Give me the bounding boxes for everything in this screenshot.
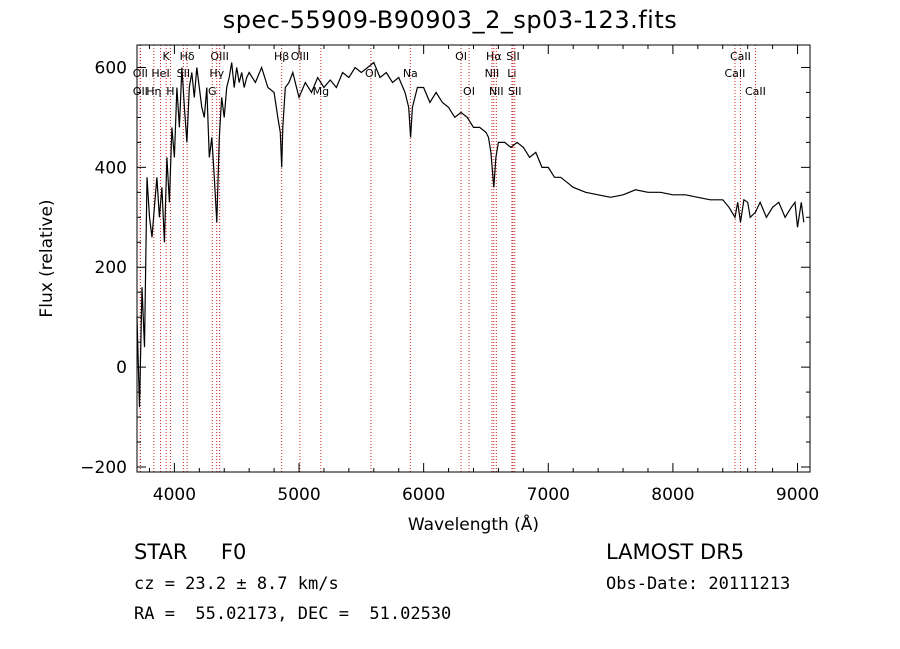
line-label: Li	[507, 67, 516, 80]
plot-frame	[136, 44, 811, 473]
line-label: SII	[508, 85, 521, 98]
y-tick-label: 600	[95, 58, 127, 78]
line-label: HeI	[151, 67, 169, 80]
line-label: K	[163, 50, 171, 63]
line-label: Hγ	[209, 67, 224, 80]
line-label: NII	[489, 85, 504, 98]
line-label: Mg	[313, 85, 329, 98]
line-label: Hη	[146, 85, 161, 98]
x-tick-label: 6000	[402, 485, 445, 505]
redshift-readout: cz = 23.2 ± 8.7 km/s	[134, 574, 339, 594]
line-label: SII	[177, 67, 190, 80]
object-class: STAR F0	[134, 540, 247, 564]
y-tick-label: 400	[95, 158, 127, 178]
line-label: OIII	[210, 50, 228, 63]
line-label: OI	[455, 50, 467, 63]
y-tick-label: −200	[80, 458, 127, 478]
obs-date: Obs-Date: 20111213	[606, 574, 791, 594]
line-label: OI	[463, 85, 475, 98]
y-axis-label: Flux (relative)	[37, 199, 57, 317]
line-label: NII	[485, 67, 500, 80]
coordinates: RA = 55.02173, DEC = 51.02530	[134, 604, 452, 624]
chart-title: spec-55909-B90903_2_sp03-123.fits	[222, 6, 678, 34]
x-tick-label: 9000	[776, 485, 819, 505]
line-label: CaII	[730, 50, 751, 63]
y-tick-label: 200	[95, 258, 127, 278]
line-label: Hδ	[180, 50, 195, 63]
line-label: Hβ	[274, 50, 289, 63]
y-tick-label: 0	[116, 358, 127, 378]
line-label: SII	[506, 50, 519, 63]
x-tick-label: 7000	[527, 485, 570, 505]
line-label: Hα	[486, 50, 502, 63]
x-tick-label: 8000	[651, 485, 694, 505]
x-tick-label: 4000	[153, 485, 196, 505]
spectrum-series	[136, 61, 805, 408]
x-axis-label: Wavelength (Å)	[408, 513, 539, 535]
line-label: OI	[365, 67, 377, 80]
line-label: CaII	[745, 85, 766, 98]
survey-label: LAMOST DR5	[606, 540, 745, 564]
line-label: G	[208, 85, 217, 98]
line-label: OIII	[291, 50, 309, 63]
line-label: H	[166, 85, 174, 98]
x-tick-label: 5000	[277, 485, 320, 505]
line-label: CaII	[725, 67, 746, 80]
line-label: Na	[403, 67, 418, 80]
